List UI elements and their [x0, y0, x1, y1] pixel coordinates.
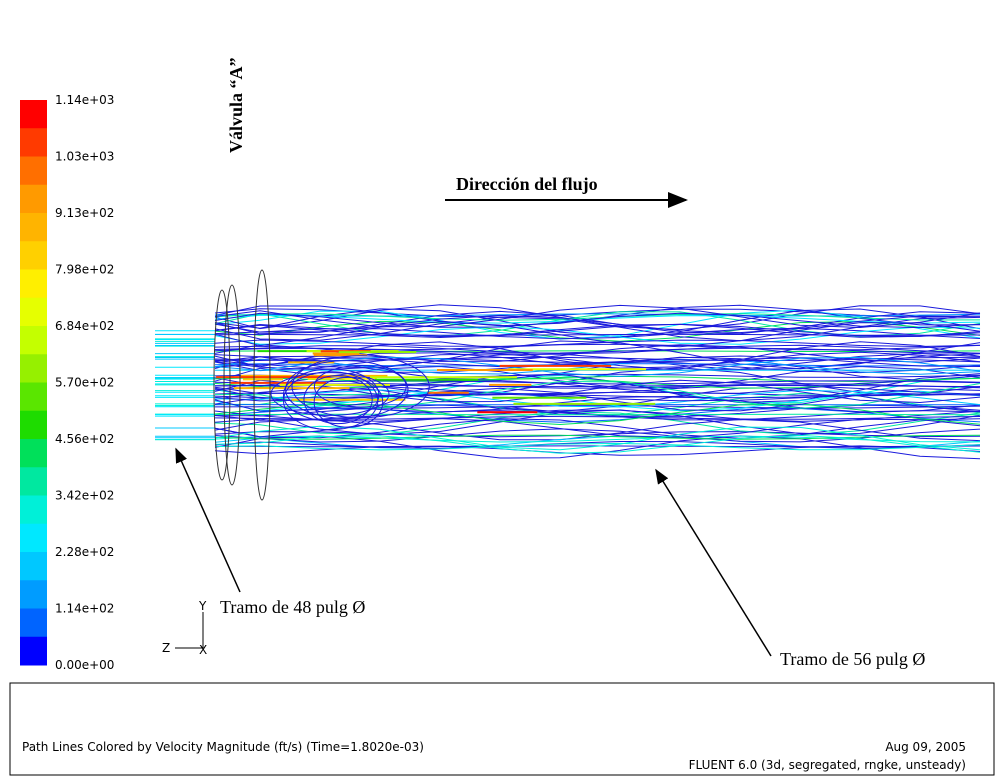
- colorbar-band: [20, 383, 47, 412]
- path-line: [215, 446, 980, 455]
- colorbar-band: [20, 326, 47, 355]
- colorbar-label: 5.70e+02: [55, 376, 114, 390]
- colorbar-band: [20, 439, 47, 468]
- colorbar-band: [20, 467, 47, 496]
- colorbar-label: 2.28e+02: [55, 545, 114, 559]
- colorbar-band: [20, 298, 47, 327]
- flow-direction-label: Dirección del flujo: [456, 174, 598, 194]
- colorbar-band: [20, 185, 47, 214]
- path-lines: [155, 270, 980, 500]
- colorbar-band: [20, 496, 47, 525]
- colorbar-label: 7.98e+02: [55, 263, 114, 277]
- colorbar-band: [20, 609, 47, 638]
- colorbar-band: [20, 128, 47, 157]
- colorbar-band: [20, 213, 47, 242]
- colorbar-band: [20, 411, 47, 440]
- colorbar-band: [20, 354, 47, 383]
- colorbar-label: 3.42e+02: [55, 489, 114, 503]
- colorbar-label: 4.56e+02: [55, 432, 114, 446]
- footer-description: Path Lines Colored by Velocity Magnitude…: [22, 740, 424, 754]
- colorbar-label: 1.03e+03: [55, 150, 114, 164]
- colorbar-band: [20, 241, 47, 270]
- colorbar-band: [20, 157, 47, 186]
- colorbar-label: 1.14e+02: [55, 602, 114, 616]
- colorbar-band: [20, 580, 47, 609]
- colorbar-band: [20, 637, 47, 666]
- triad-y: Y: [198, 599, 207, 613]
- colorbar-band: [20, 552, 47, 581]
- colorbar-label: 9.13e+02: [55, 206, 114, 220]
- colorbar-band: [20, 524, 47, 553]
- colorbar-band: [20, 270, 47, 299]
- axes-triad: Y Z X: [162, 599, 207, 657]
- triad-x: X: [199, 643, 207, 657]
- colorbar: 1.14e+03 1.03e+03 9.13e+02 7.98e+02 6.84e+02…: [20, 93, 114, 672]
- colorbar-label: 1.14e+03: [55, 93, 114, 107]
- section-48-label: Tramo de 48 pulg Ø: [220, 597, 365, 617]
- section-48-arrow: [176, 449, 240, 592]
- triad-z: Z: [162, 641, 170, 655]
- section-56-arrow: [656, 470, 771, 656]
- figure: 1.14e+03 1.03e+03 9.13e+02 7.98e+02 6.84e+02…: [0, 0, 1007, 784]
- valve-label: Válvula “A”: [226, 57, 246, 153]
- colorbar-band: [20, 100, 47, 129]
- path-line: [215, 344, 980, 350]
- footer-software: FLUENT 6.0 (3d, segregated, rngke, unste…: [689, 758, 966, 772]
- footer-date: Aug 09, 2005: [885, 740, 966, 754]
- colorbar-label: 6.84e+02: [55, 319, 114, 333]
- section-56-label: Tramo de 56 pulg Ø: [780, 649, 925, 669]
- colorbar-label: 0.00e+00: [55, 658, 114, 672]
